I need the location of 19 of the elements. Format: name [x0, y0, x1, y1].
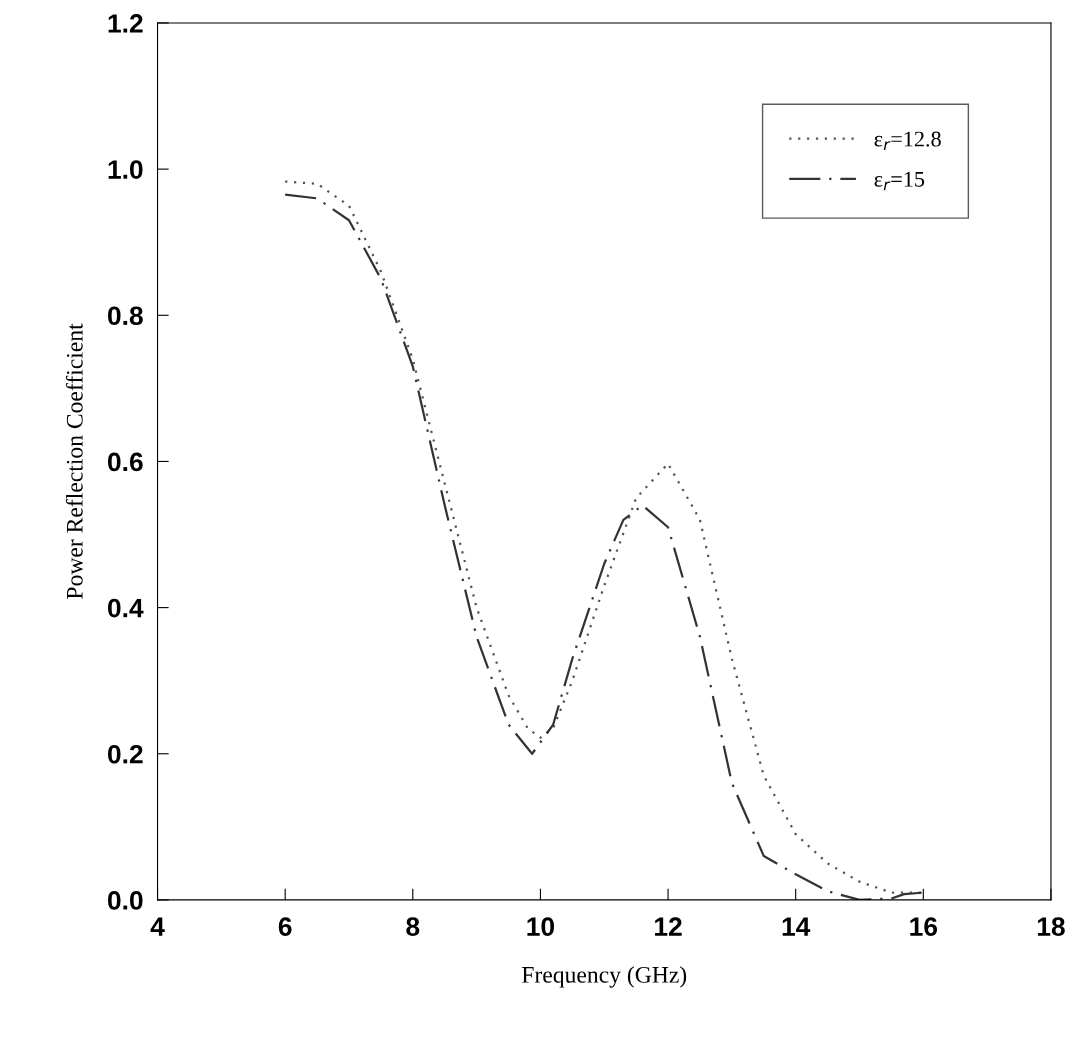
x-tick-label: 6: [278, 917, 292, 936]
y-tick-label: 0.8: [108, 306, 143, 326]
x-tick-label: 18: [1037, 917, 1065, 936]
y-axis-title: Power Reflection Coefficient: [65, 323, 83, 599]
y-tick-label: 0.2: [108, 744, 143, 764]
x-tick-label: 12: [655, 917, 682, 936]
x-axis-title: Frequency (GHz): [521, 966, 687, 988]
legend-label: ε$_{r}$=12.8: [874, 131, 941, 150]
x-tick-label: 10: [527, 917, 555, 936]
x-tick-label: 16: [910, 917, 938, 936]
legend-label: ε$_{r}$=15: [874, 171, 925, 191]
y-tick-label: 1.2: [108, 14, 143, 33]
x-tick-label: 8: [406, 917, 420, 936]
y-tick-label: 0.6: [108, 452, 143, 472]
x-tick-label: 4: [150, 917, 165, 936]
y-tick-label: 0.4: [108, 598, 144, 618]
x-tick-label: 14: [782, 917, 811, 936]
y-tick-label: 0.0: [108, 891, 143, 910]
y-tick-label: 1.0: [108, 160, 143, 179]
